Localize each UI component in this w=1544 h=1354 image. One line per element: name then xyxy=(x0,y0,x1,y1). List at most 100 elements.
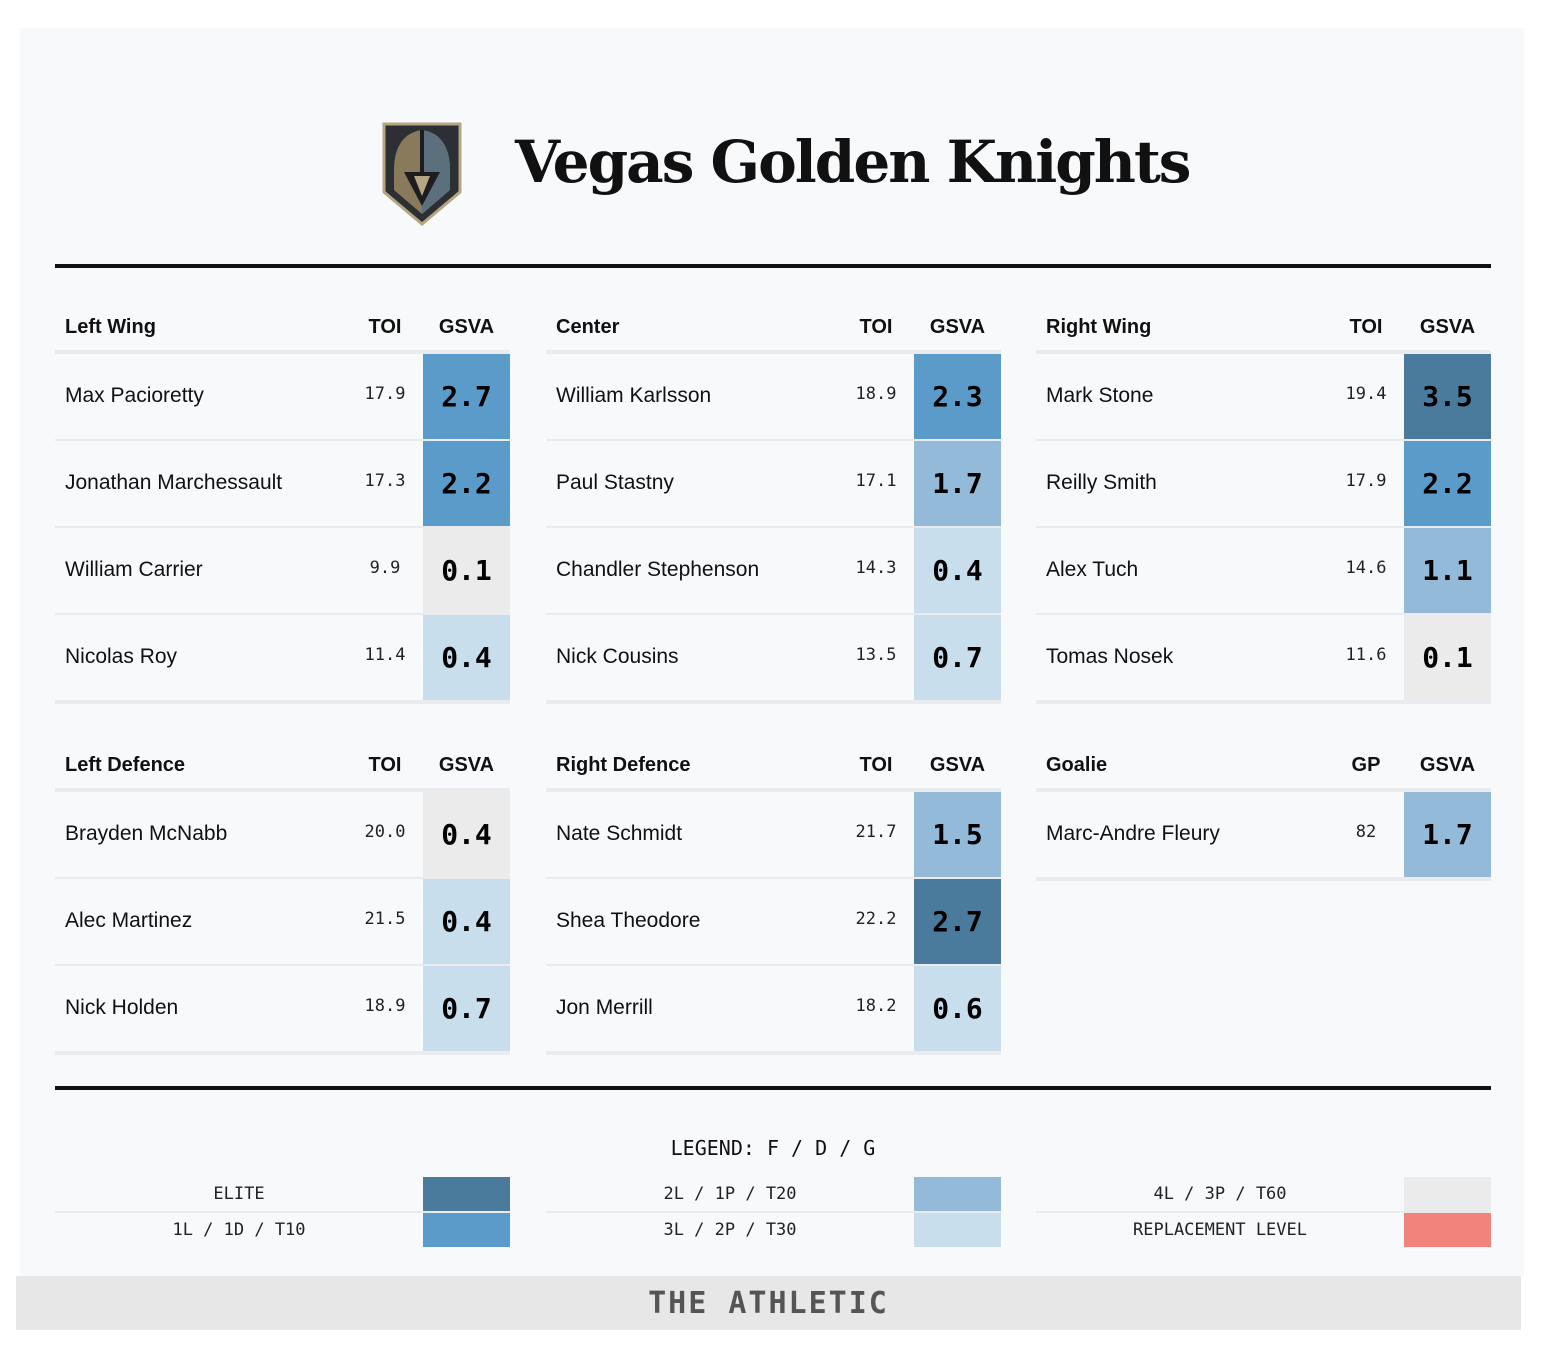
group-header: Left Defence TOI GSVA xyxy=(55,738,510,792)
player-row: Jonathan Marchessault 17.3 2.2 xyxy=(55,441,510,528)
gsva-cell: 0.4 xyxy=(423,615,510,700)
player-stat: 9.9 xyxy=(369,558,401,578)
player-stat: 17.9 xyxy=(1345,471,1387,491)
player-stat: 22.2 xyxy=(855,909,897,929)
player-row: Brayden McNabb 20.0 0.4 xyxy=(55,792,510,879)
gsva-cell: 0.1 xyxy=(1404,615,1491,700)
legend-item: ELITE xyxy=(55,1177,510,1213)
legend-title: LEGEND: F / D / G xyxy=(670,1136,876,1160)
gsva-header: GSVA xyxy=(929,754,986,776)
player-name: Brayden McNabb xyxy=(65,822,228,845)
player-stat: 18.9 xyxy=(855,384,897,404)
player-stat: 11.6 xyxy=(1345,645,1387,665)
player-stat: 13.5 xyxy=(855,645,897,665)
position-label: Goalie xyxy=(1046,754,1108,776)
legend-swatch xyxy=(1404,1213,1491,1247)
legend-item: 4L / 3P / T60 xyxy=(1036,1177,1491,1213)
player-stat: 82 xyxy=(1355,822,1377,842)
stat-header: TOI xyxy=(1349,316,1383,338)
gsva-cell: 0.6 xyxy=(914,966,1001,1051)
player-name: Nick Holden xyxy=(65,996,179,1019)
player-row: Nick Holden 18.9 0.7 xyxy=(55,966,510,1055)
golden-knights-helmet-icon xyxy=(380,120,464,228)
gsva-cell: 1.7 xyxy=(1404,792,1491,877)
position-label: Center xyxy=(556,316,620,338)
stat-header: TOI xyxy=(859,316,893,338)
player-name: Mark Stone xyxy=(1046,384,1154,407)
legend-swatch xyxy=(914,1213,1001,1247)
player-name: Paul Stastny xyxy=(556,471,674,494)
legend-swatch xyxy=(1404,1177,1491,1211)
gsva-cell: 3.5 xyxy=(1404,354,1491,439)
gsva-cell: 0.4 xyxy=(423,879,510,964)
group-center: Center TOI GSVA William Karlsson 18.9 2.3 P… xyxy=(546,300,1001,704)
legend-swatch xyxy=(423,1177,510,1211)
player-name: Shea Theodore xyxy=(556,909,701,932)
legend-label: ELITE xyxy=(213,1184,265,1204)
legend-swatch xyxy=(914,1177,1001,1211)
group-goalie: Goalie GP GSVA Marc-Andre Fleury 82 1.7 xyxy=(1036,738,1491,881)
group-header: Goalie GP GSVA xyxy=(1036,738,1491,792)
player-stat: 19.4 xyxy=(1345,384,1387,404)
roster-card xyxy=(20,28,1524,1276)
legend-item: 3L / 2P / T30 xyxy=(546,1213,1001,1247)
player-row: Shea Theodore 22.2 2.7 xyxy=(546,879,1001,966)
stat-header: TOI xyxy=(368,316,402,338)
position-label: Right Defence xyxy=(556,754,691,776)
gsva-cell: 2.7 xyxy=(914,879,1001,964)
player-name: Chandler Stephenson xyxy=(556,558,760,581)
player-row: Paul Stastny 17.1 1.7 xyxy=(546,441,1001,528)
group-header: Center TOI GSVA xyxy=(546,300,1001,354)
gsva-header: GSVA xyxy=(1419,754,1476,776)
gsva-cell: 0.7 xyxy=(423,966,510,1051)
player-stat: 18.2 xyxy=(855,996,897,1016)
gsva-cell: 2.7 xyxy=(423,354,510,439)
group-header: Right Wing TOI GSVA xyxy=(1036,300,1491,354)
bottom-divider xyxy=(55,1086,1491,1090)
stat-header: TOI xyxy=(859,754,893,776)
player-row: Alex Tuch 14.6 1.1 xyxy=(1036,528,1491,615)
player-name: Jon Merrill xyxy=(556,996,653,1019)
player-row: Tomas Nosek 11.6 0.1 xyxy=(1036,615,1491,704)
player-name: Alec Martinez xyxy=(65,909,193,932)
player-name: William Karlsson xyxy=(556,384,712,407)
gsva-cell: 2.2 xyxy=(423,441,510,526)
legend-item: REPLACEMENT LEVEL xyxy=(1036,1213,1491,1247)
gsva-cell: 2.3 xyxy=(914,354,1001,439)
player-name: Marc-Andre Fleury xyxy=(1046,822,1220,845)
player-row: Reilly Smith 17.9 2.2 xyxy=(1036,441,1491,528)
gsva-cell: 0.7 xyxy=(914,615,1001,700)
player-name: Max Pacioretty xyxy=(65,384,204,407)
player-stat: 17.3 xyxy=(364,471,406,491)
player-name: Jonathan Marchessault xyxy=(65,471,283,494)
player-name: Alex Tuch xyxy=(1046,558,1139,581)
position-label: Left Defence xyxy=(65,754,186,776)
player-stat: 21.7 xyxy=(855,822,897,842)
brand-wordmark: THE ATHLETIC xyxy=(648,1285,889,1321)
group-left-wing: Left Wing TOI GSVA Max Pacioretty 17.9 2.7… xyxy=(55,300,510,704)
player-stat: 14.3 xyxy=(855,558,897,578)
gsva-cell: 1.7 xyxy=(914,441,1001,526)
group-right-wing: Right Wing TOI GSVA Mark Stone 19.4 3.5 Rei… xyxy=(1036,300,1491,704)
player-row: William Carrier 9.9 0.1 xyxy=(55,528,510,615)
gsva-header: GSVA xyxy=(438,754,495,776)
position-label: Right Wing xyxy=(1046,316,1152,338)
player-row: Mark Stone 19.4 3.5 xyxy=(1036,354,1491,441)
legend-label: 2L / 1P / T20 xyxy=(663,1184,797,1204)
position-label: Left Wing xyxy=(65,316,156,338)
player-name: Nick Cousins xyxy=(556,645,679,668)
player-stat: 17.1 xyxy=(855,471,897,491)
player-name: Reilly Smith xyxy=(1046,471,1157,494)
legend-label: REPLACEMENT LEVEL xyxy=(1133,1220,1307,1240)
gsva-header: GSVA xyxy=(1419,316,1476,338)
player-row: Alec Martinez 21.5 0.4 xyxy=(55,879,510,966)
gsva-cell: 0.1 xyxy=(423,528,510,613)
player-stat: 21.5 xyxy=(364,909,406,929)
legend-label: 4L / 3P / T60 xyxy=(1153,1184,1287,1204)
legend-swatch xyxy=(423,1213,510,1247)
player-row: Nick Cousins 13.5 0.7 xyxy=(546,615,1001,704)
player-row: Nate Schmidt 21.7 1.5 xyxy=(546,792,1001,879)
gsva-cell: 2.2 xyxy=(1404,441,1491,526)
player-stat: 17.9 xyxy=(364,384,406,404)
player-stat: 18.9 xyxy=(364,996,406,1016)
